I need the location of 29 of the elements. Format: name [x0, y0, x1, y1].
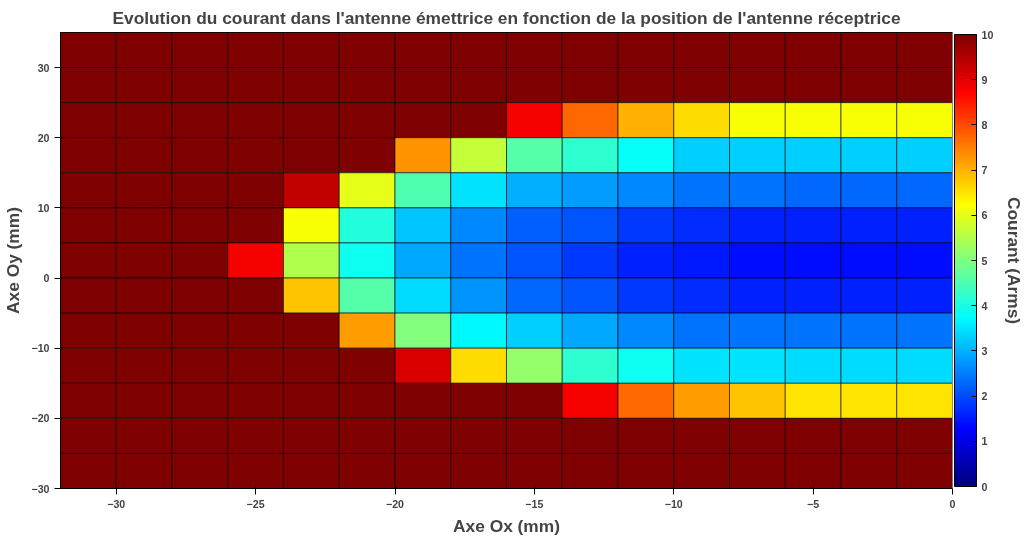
x-tick-label: 0 [949, 497, 956, 510]
y-tick-label: 10 [37, 201, 50, 214]
x-tick-label: −20 [385, 497, 405, 510]
y-tick-label: −30 [31, 482, 50, 495]
y-tick-label: 20 [37, 131, 50, 144]
color-bar-label: 7 [981, 164, 988, 177]
x-tick-label: −25 [246, 497, 265, 510]
color-bar-label: 6 [981, 209, 988, 222]
color-bar-label: 2 [981, 390, 988, 403]
color-bar-label: 1 [981, 435, 988, 448]
x-tick-label: −10 [664, 497, 683, 510]
y-tick-label: 30 [37, 61, 50, 74]
color-bar-label: 3 [981, 344, 988, 357]
x-tick-label: −15 [525, 497, 544, 510]
color-bar-label: 9 [981, 73, 988, 86]
color-bar-label: 10 [981, 28, 994, 41]
y-axis-title: Axe Oy (mm) [3, 207, 24, 314]
x-tick-label: −5 [807, 497, 820, 510]
x-tick-label: −30 [107, 497, 126, 510]
x-axis-title: Axe Ox (mm) [453, 515, 560, 536]
y-tick-label: 0 [43, 272, 50, 285]
color-bar-label: 5 [981, 254, 988, 267]
color-bar-title: Courant (Arms) [1003, 196, 1024, 325]
color-bar-label: 4 [981, 299, 988, 312]
color-bar-label: 8 [981, 118, 988, 131]
y-tick-label: −20 [31, 412, 50, 425]
color-bar-label: 0 [981, 480, 988, 493]
y-tick-label: −10 [31, 342, 50, 355]
chart-title: Evolution du courant dans l'antenne émettrice en fonction de la position de l'antenne réceptrice [112, 7, 901, 28]
